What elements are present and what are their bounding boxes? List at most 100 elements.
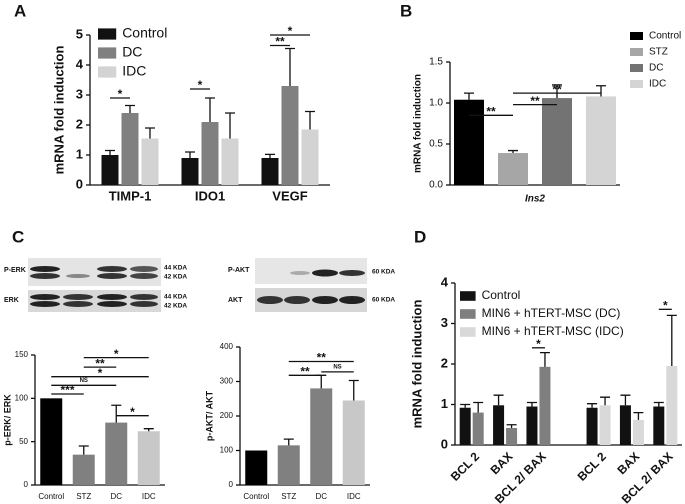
bar	[40, 398, 63, 485]
legend-swatch	[460, 309, 476, 319]
blot-band	[312, 269, 338, 277]
blot-band	[30, 301, 60, 307]
blot-right: P-AKT 60 KDA AKT 60 KDA	[228, 258, 395, 312]
error-bar	[587, 403, 598, 408]
x-tick-label: IDC	[347, 492, 361, 501]
error-bar	[145, 127, 155, 139]
x-tick-label: IDO1	[195, 188, 225, 203]
bar	[454, 99, 484, 185]
blot-size: 60 KDA	[372, 269, 395, 276]
blot-band	[97, 294, 127, 300]
blot-left: P-ERK 44 KDA 42 KDA ERK 44 KDA 42 KDA	[4, 258, 187, 312]
blot-band	[97, 301, 127, 307]
blot-band	[63, 294, 93, 300]
x-tick-label: Control	[243, 492, 269, 501]
bar	[181, 158, 199, 185]
y-tick-label: 3	[441, 315, 448, 330]
blot-size: 42 KDA	[164, 303, 187, 310]
y-tick-label: 0	[441, 436, 448, 451]
error-bar	[305, 110, 315, 130]
y-tick-label: 1	[76, 146, 83, 161]
blot-label: P-AKT	[228, 267, 250, 274]
legend-swatch	[460, 327, 476, 337]
error-bar	[105, 149, 115, 155]
y-tick-label: 0.0	[429, 180, 443, 191]
legend-swatch	[630, 32, 643, 40]
y-tick-label: 1.5	[429, 57, 443, 68]
blot-band	[290, 271, 310, 275]
y-tick-label: 0	[229, 480, 234, 489]
x-tick-label: BAX	[614, 449, 642, 477]
bar	[539, 366, 551, 445]
y-axis-label: mRNA fold induction	[413, 74, 424, 173]
y-tick-label: 2	[441, 355, 448, 370]
y-tick-label: 1	[441, 396, 448, 411]
x-tick-label: TIMP-1	[109, 188, 152, 203]
legend-label: IDC	[649, 79, 666, 90]
bar	[506, 427, 518, 445]
panel-label: B	[400, 1, 412, 20]
blot-strip	[28, 258, 161, 286]
bar	[310, 388, 333, 485]
legend-label: MIN6 + hTERT-MSC (DC)	[482, 306, 621, 320]
legend-label: DC	[649, 63, 663, 74]
y-tick-label: 5	[76, 26, 83, 41]
error-bar	[125, 104, 135, 113]
blot-band	[63, 301, 93, 307]
error-bar	[205, 97, 215, 122]
significance-label: *	[288, 24, 293, 38]
bar	[201, 122, 219, 185]
y-axis-label: p-ERK/ ERK	[2, 394, 12, 446]
significance-label: NS	[333, 364, 341, 370]
bar	[472, 412, 484, 445]
significance-label: **	[275, 35, 285, 49]
blot-band	[97, 273, 127, 279]
significance-label: **	[317, 351, 327, 365]
significance-label: *	[198, 78, 203, 92]
legend-swatch	[98, 66, 117, 78]
blot-band	[284, 296, 310, 304]
x-tick-label: IDC	[142, 492, 156, 501]
bar	[599, 405, 611, 445]
error-bar	[111, 404, 122, 423]
blot-band	[30, 266, 60, 272]
error-bar	[348, 379, 359, 401]
bar	[245, 450, 268, 485]
bar	[221, 138, 239, 185]
blot-band	[97, 266, 127, 272]
error-bar	[265, 153, 275, 158]
legend-label: Control	[482, 288, 521, 302]
bar	[586, 96, 616, 185]
blot-band	[130, 266, 158, 272]
x-tick-label: BCL 2	[575, 449, 609, 483]
error-bar	[506, 424, 517, 428]
y-tick-label: 1.0	[429, 98, 443, 109]
blot-strip	[28, 290, 161, 312]
bar	[105, 422, 128, 485]
x-tick-label: DC	[315, 492, 327, 501]
bar	[619, 405, 631, 445]
blot-band	[130, 301, 158, 307]
error-bar	[316, 374, 327, 389]
error-bar	[143, 428, 154, 432]
blot-size: 44 KDA	[164, 294, 187, 301]
bar	[137, 431, 160, 485]
bar	[653, 406, 665, 445]
legend-swatch	[98, 47, 117, 59]
y-axis-label: p-AKT/ AKT	[204, 390, 214, 441]
error-bar	[283, 438, 294, 446]
y-tick-label: 200	[220, 411, 234, 420]
significance-label: **	[486, 104, 496, 118]
error-bar	[473, 401, 484, 413]
bar	[121, 113, 139, 185]
blot-band	[257, 296, 283, 304]
y-axis-label: mRNA fold induction	[409, 300, 424, 429]
error-bar	[620, 394, 631, 406]
legend-label: STZ	[649, 47, 668, 58]
error-bar	[600, 396, 611, 406]
significance-label: *	[98, 366, 103, 380]
bar	[526, 406, 538, 445]
x-tick-label: VEGF	[272, 188, 307, 203]
blot-size: 60 KDA	[372, 297, 395, 304]
legend-label: IDC	[122, 63, 146, 79]
